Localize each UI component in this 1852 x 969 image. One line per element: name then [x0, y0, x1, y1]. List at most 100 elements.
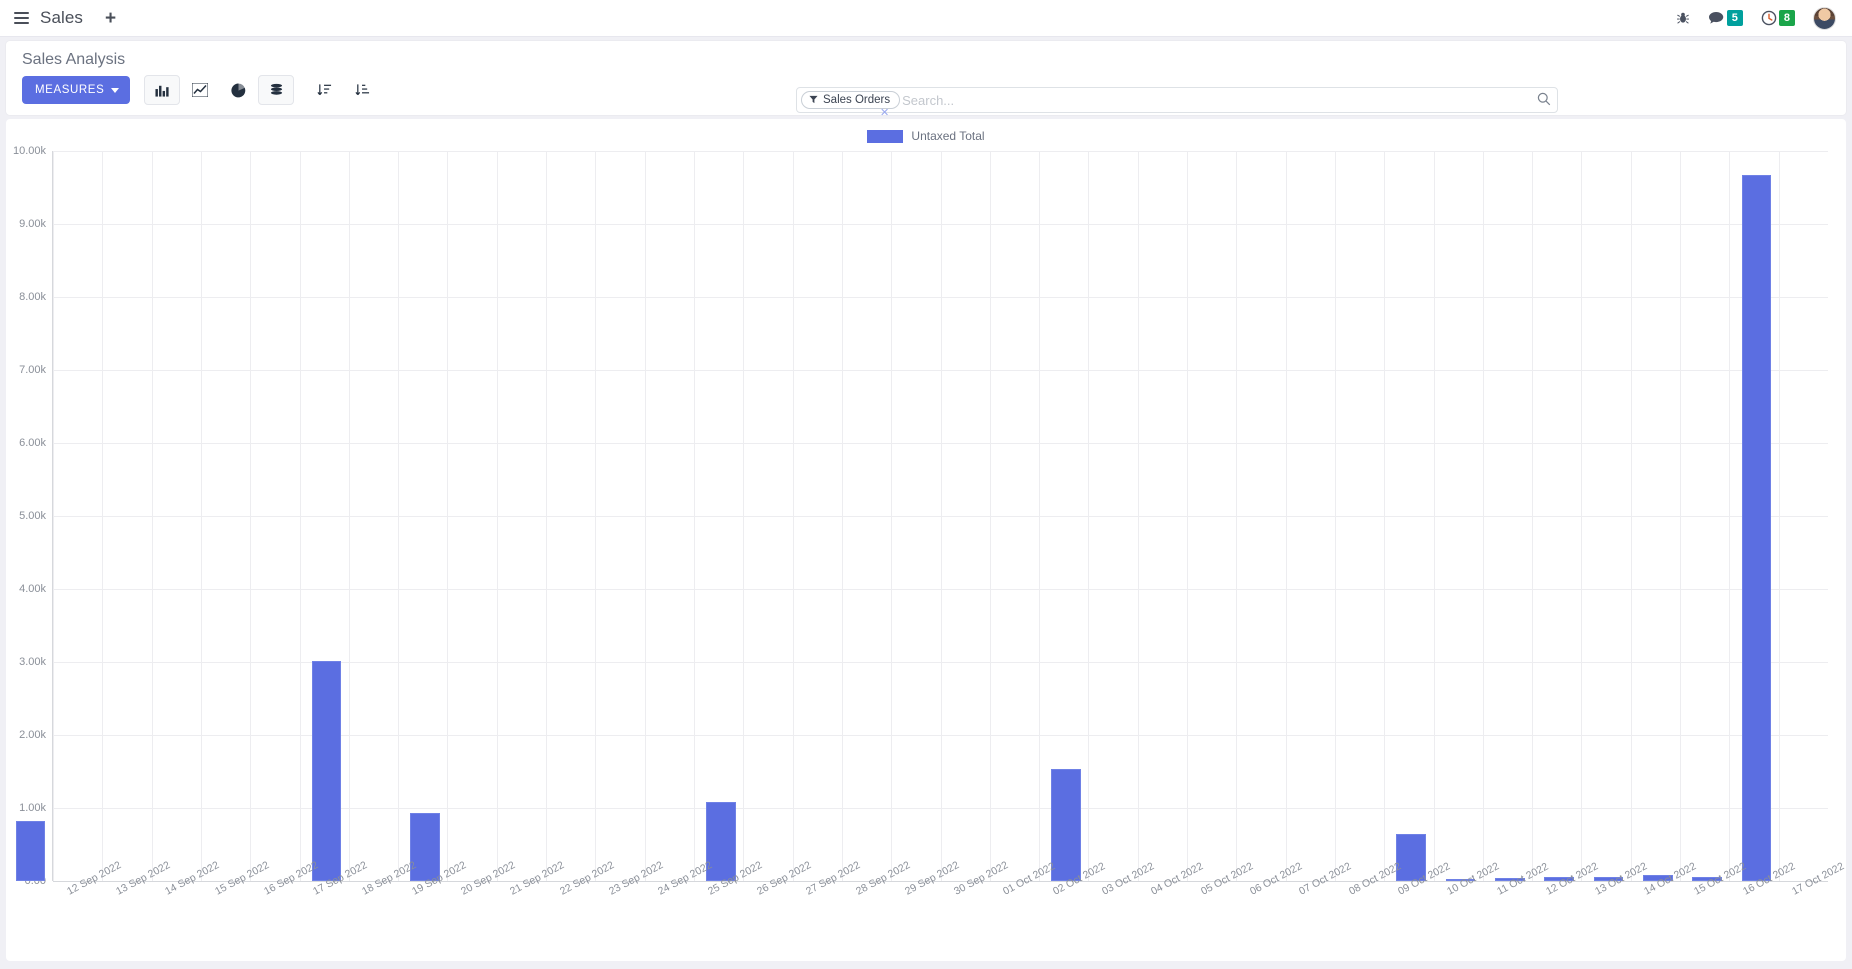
- graph-view: Untaxed Total 0.00 1.00k 2.00k 3.00k 4.00k 5.…: [6, 119, 1846, 961]
- chart-legend: Untaxed Total: [6, 119, 1846, 143]
- control-panel-top-row: Sales Analysis: [6, 41, 1846, 69]
- chart-bar[interactable]: [1692, 877, 1722, 881]
- y-tick-label: 8.00k: [19, 291, 46, 303]
- grid-line-vertical: [151, 151, 153, 881]
- filter-funnel-icon: [809, 95, 818, 106]
- y-tick-label: 10.00k: [12, 145, 46, 157]
- new-tab-button[interactable]: +: [105, 7, 117, 29]
- grid-line-vertical: [940, 151, 942, 881]
- search-box[interactable]: Sales Orders: [796, 87, 1558, 113]
- legend-label-untaxed-total: Untaxed Total: [911, 129, 985, 143]
- grid-line-vertical: [102, 151, 104, 881]
- chart-bars: [6, 151, 1846, 881]
- sort-descending-button[interactable]: [306, 75, 342, 105]
- y-axis-labels: 0.00 1.00k 2.00k 3.00k 4.00k 5.00k 6.00k 7.00k 8…: [6, 145, 50, 887]
- grid-line-vertical: [1680, 151, 1682, 881]
- grid-line-vertical: [299, 151, 301, 881]
- grid-line-vertical: [891, 151, 893, 881]
- top-navbar: Sales + 5 8: [0, 0, 1852, 37]
- chart-bar[interactable]: [1593, 877, 1624, 881]
- search-input[interactable]: [854, 92, 1537, 108]
- grid-line-vertical: [1532, 151, 1534, 881]
- y-tick-label: 2.00k: [19, 729, 46, 741]
- chart-bar[interactable]: [410, 813, 440, 881]
- grid-line-vertical: [1384, 151, 1386, 881]
- grid-line: [53, 881, 1828, 882]
- chart-grid: [52, 151, 1828, 882]
- grid-line-vertical: [1778, 151, 1780, 881]
- activities-count-badge: 8: [1778, 10, 1795, 26]
- line-chart-button[interactable]: [182, 75, 218, 105]
- search-facet-remove-icon[interactable]: ✕: [880, 107, 890, 119]
- y-tick-label: 3.00k: [19, 656, 46, 668]
- chart-bar[interactable]: [1642, 875, 1673, 881]
- messages-icon[interactable]: 5: [1708, 10, 1743, 26]
- hamburger-icon[interactable]: [8, 5, 34, 31]
- grid-line-vertical: [1137, 151, 1139, 881]
- magnifier-icon[interactable]: [1537, 92, 1551, 109]
- messages-count-badge: 5: [1726, 10, 1743, 26]
- control-panel: Sales Analysis MEASURES: [6, 41, 1846, 154]
- grid-line-vertical: [1187, 151, 1189, 881]
- navbar-right-group: 5 8: [1676, 6, 1842, 30]
- y-tick-label: 7.00k: [19, 364, 46, 376]
- chart-bar[interactable]: [706, 802, 736, 881]
- grid-line-vertical: [398, 151, 400, 881]
- chart-bar[interactable]: [1544, 877, 1574, 881]
- grid-line-vertical: [1285, 151, 1287, 881]
- grid-line-vertical: [1581, 151, 1583, 881]
- control-panel-bottom-row: MEASURES: [6, 69, 1846, 115]
- pie-chart-button[interactable]: [220, 75, 256, 105]
- y-tick-label: 5.00k: [19, 510, 46, 522]
- chart-bar[interactable]: [1495, 878, 1525, 881]
- grid-line-vertical: [348, 151, 350, 881]
- chart-plot-area: 0.00 1.00k 2.00k 3.00k 4.00k 5.00k 6.00k 7.00k 8…: [6, 145, 1846, 961]
- grid-line-vertical: [989, 151, 991, 881]
- app-title[interactable]: Sales: [40, 8, 84, 27]
- grid-line-vertical: [644, 151, 646, 881]
- grid-line-vertical: [447, 151, 449, 881]
- chart-bar[interactable]: [1445, 878, 1476, 881]
- grid-line-vertical: [1433, 151, 1435, 881]
- grid-line-vertical: [1482, 151, 1484, 881]
- search-area: Sales Orders ✕: [796, 87, 1558, 119]
- page-title: Sales Analysis: [22, 51, 126, 68]
- chart-bar[interactable]: [1741, 175, 1772, 881]
- stacked-button[interactable]: [258, 75, 295, 105]
- grid-line-vertical: [1236, 151, 1238, 881]
- y-tick-label: 4.00k: [19, 583, 46, 595]
- grid-line-vertical: [792, 151, 794, 881]
- grid-line-vertical: [1039, 151, 1041, 881]
- sort-ascending-button[interactable]: [344, 75, 380, 105]
- y-tick-label: 9.00k: [19, 218, 46, 230]
- grid-line-vertical: [1630, 151, 1632, 881]
- grid-line-vertical: [1088, 151, 1090, 881]
- legend-swatch-untaxed-total[interactable]: [867, 129, 904, 143]
- chart-bar[interactable]: [15, 821, 46, 881]
- grid-line-vertical: [546, 151, 548, 881]
- measures-label: MEASURES: [35, 84, 105, 96]
- chart-bar[interactable]: [1396, 833, 1426, 881]
- measures-button[interactable]: MEASURES: [22, 76, 131, 104]
- grid-line-vertical: [1334, 151, 1336, 881]
- bar-chart-button[interactable]: [144, 75, 181, 105]
- grid-line-vertical: [53, 151, 54, 881]
- chart-bar[interactable]: [311, 660, 342, 881]
- grid-line-vertical: [496, 151, 498, 881]
- y-tick-label: 6.00k: [19, 437, 46, 449]
- chevron-down-icon: [111, 87, 120, 93]
- avatar[interactable]: [1813, 6, 1836, 30]
- bug-icon[interactable]: [1676, 11, 1690, 25]
- grid-line-vertical: [250, 151, 252, 881]
- grid-line-vertical: [841, 151, 843, 881]
- grid-line-vertical: [743, 151, 745, 881]
- y-tick-label: 1.00k: [19, 802, 46, 814]
- chart-type-button-group: [144, 75, 380, 105]
- chart-bar[interactable]: [1051, 769, 1081, 881]
- activities-icon[interactable]: 8: [1761, 10, 1795, 26]
- grid-line-vertical: [693, 151, 695, 881]
- grid-line-vertical: [1729, 151, 1731, 881]
- grid-line-vertical: [595, 151, 597, 881]
- grid-line-vertical: [200, 151, 202, 881]
- x-axis-labels: 12 Sep 2022 13 Sep 2022 14 Sep 2022 15 Sep …: [52, 859, 1846, 961]
